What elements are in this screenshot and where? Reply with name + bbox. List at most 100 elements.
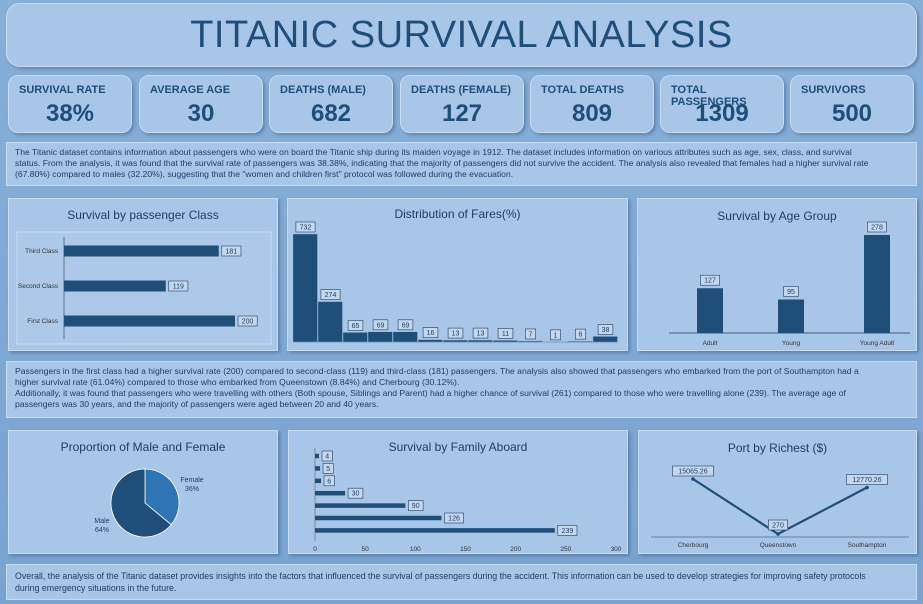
data-point [865,485,869,490]
data-label: 13 [452,331,460,338]
bar [467,339,493,343]
data-label: 270 [772,522,784,529]
title-banner: TITANIC SURVIVAL ANALYSIS [6,3,917,67]
data-label: 16 [427,330,435,337]
data-label-box [347,320,364,331]
category-label: Third Class [25,248,59,255]
bar [367,331,393,343]
age-chart: 127 Adult 95 Young 278 Young Adult [669,221,910,347]
data-label: 6 [327,478,331,485]
category-label: Second Class [18,283,59,290]
data-label-box [768,519,788,531]
bar [342,332,368,343]
data-label-box [408,500,424,511]
data-label-box [700,274,720,286]
class-chart-panel: Survival by passenger Class Third Class 1… [8,198,278,351]
bar [492,340,518,343]
data-label: 12770.26 [852,477,881,484]
data-label-box [497,328,514,339]
data-label: 181 [226,249,238,256]
bar [697,288,723,333]
chart-title: Port by Richest ($) [727,441,828,455]
chart-title: Distribution of Fares(%) [394,207,521,221]
data-label-box [372,319,389,331]
data-label: 126 [448,516,460,523]
kpi-value: 38% [45,100,95,127]
data-label: 239 [562,528,574,535]
pie-slice [144,468,180,526]
data-label-box [672,465,714,477]
category-label: Adult [703,340,718,347]
kpi-label: TOTAL PASSENGERS [671,84,747,108]
findings-text: Passengers in the first class had a high… [6,361,917,418]
kpi-label: DEATHS (FEMALE) [411,84,512,96]
data-label-box [295,221,316,233]
tick-label: 50 [362,546,370,553]
kpi-value: 127 [441,100,483,127]
findings-line: Additionally, it was found that passenge… [15,388,846,398]
bar [778,299,804,333]
kpi-deaths-male: DEATHS (MALE) 682 [269,75,393,133]
intro-line: The Titanic dataset contains information… [15,147,852,157]
chart-title: Survival by Family Aboard [388,440,528,454]
data-label-box [321,450,333,462]
age-chart-panel: Survival by Age Group 127 Adult 95 Young 278… [637,198,917,351]
chart-title: Proportion of Male and Female [60,440,226,454]
bar [64,315,235,327]
bar [315,528,555,533]
data-label: 95 [787,289,795,296]
kpi-value: 30 [187,100,215,127]
data-label: 4 [325,454,329,461]
tick-label: 150 [460,546,471,553]
data-label: 69 [402,322,410,329]
tick-label: 250 [560,546,571,553]
bar [442,339,468,343]
kpi-total-passengers: TOTAL PASSENGERS 1309 [660,75,784,133]
data-label-box [846,474,888,485]
data-label-box [574,328,586,340]
tick-label: 0 [313,546,317,553]
bar [315,503,406,508]
data-label: 6 [579,332,583,339]
data-label-box [323,475,335,487]
data-label-box [444,512,464,524]
bar [417,339,443,343]
data-label-box [783,286,799,297]
conclusion-line: Overall, the analysis of the Titanic dat… [15,571,866,581]
data-label: 11 [502,331,509,338]
data-label: 15065.26 [678,469,707,476]
tick-label: 100 [410,546,421,553]
tick-label: 200 [510,546,521,553]
kpi-average-age: AVERAGE AGE 30 [139,75,263,133]
category-label: Young [782,340,801,347]
data-label-box [447,327,464,339]
category-label: Southampton [848,542,887,549]
tick-label: 300 [611,546,622,553]
bar [567,340,593,343]
data-label: 38 [602,327,610,334]
category-label: Queenstown [760,542,797,549]
kpi-label: TOTAL DEATHS [541,84,624,96]
slice-label: Female [180,477,203,484]
data-label: 127 [704,278,716,285]
data-label: 5 [326,466,330,473]
data-point [776,532,780,536]
data-label-box [347,487,364,499]
data-label: 278 [871,225,883,232]
family-chart: 4 5 6 30 90 126 239 0 50 100 150 200 250 300 [313,448,622,553]
data-label: 90 [412,503,420,510]
data-label-box [422,327,439,338]
bar [864,235,890,333]
page-title: TITANIC SURVIVAL ANALYSIS [190,14,733,56]
data-label-box [237,315,258,327]
intro-line: (67.80%) compared to males (32.20%), sug… [15,169,514,179]
bar [392,331,418,343]
kpi-label: DEATHS (MALE) [280,84,366,96]
bar [315,490,346,496]
slice-percent: 36% [185,486,199,493]
conclusion-line: during emergency situations in the futur… [15,583,177,593]
kpi-value: 500 [831,100,873,127]
pie-slice [110,468,172,538]
data-label: 732 [300,225,312,232]
